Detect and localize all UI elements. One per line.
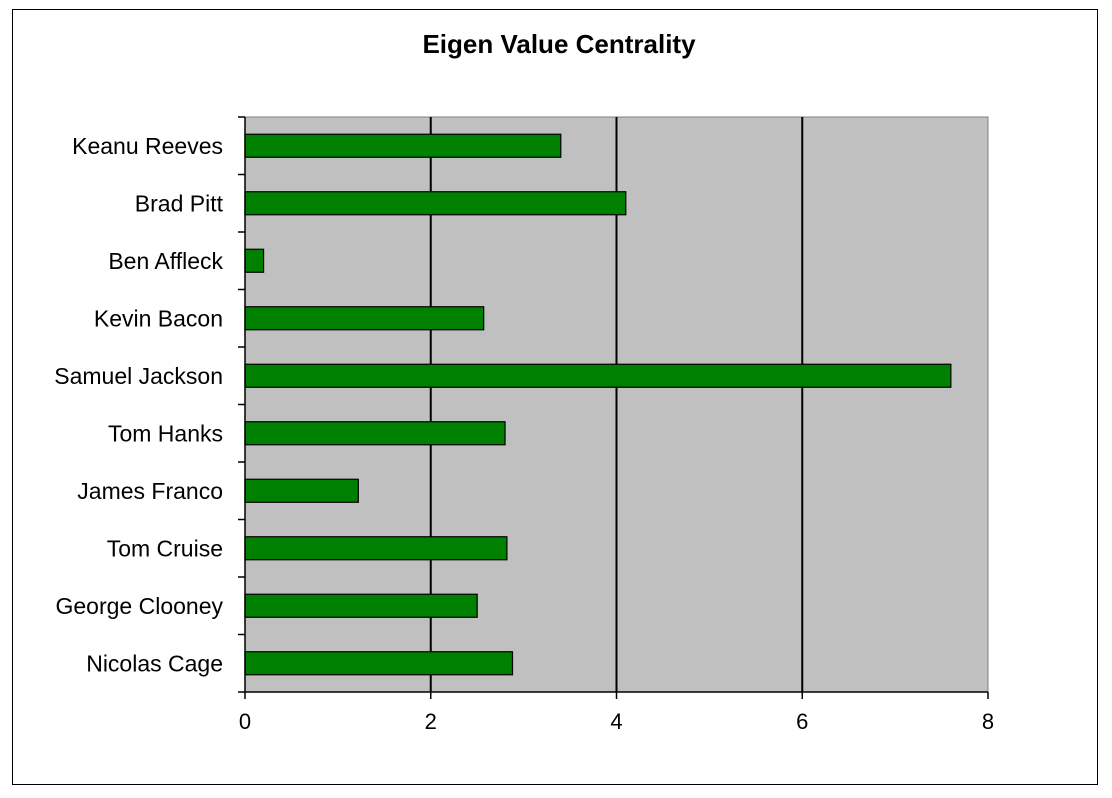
bar-2: [244, 248, 265, 273]
x-tick-label-0: 0: [239, 709, 251, 734]
category-label-9: Nicolas Cage: [86, 650, 223, 676]
bar-3: [244, 306, 485, 331]
x-tick-label-3: 6: [796, 709, 808, 734]
bar-7: [244, 536, 508, 561]
axes: [238, 116, 989, 699]
category-label-4: Samuel Jackson: [54, 363, 223, 389]
category-label-6: James Franco: [77, 478, 223, 504]
category-labels: Keanu Reeves Brad Pitt Ben Affleck Kevin Ba…: [54, 133, 223, 677]
bars: [244, 133, 952, 676]
bar-0: [244, 133, 562, 158]
bar-1: [244, 191, 627, 216]
x-tick-label-1: 2: [425, 709, 437, 734]
x-tick-labels: 0 2 4 6 8: [239, 709, 994, 734]
chart-title: Eigen Value Centrality: [422, 29, 696, 59]
bar-5: [244, 421, 506, 446]
category-label-8: George Clooney: [56, 593, 224, 619]
x-tick-label-2: 4: [610, 709, 622, 734]
bar-8: [244, 593, 478, 618]
bar-9: [244, 651, 514, 676]
category-label-1: Brad Pitt: [135, 190, 224, 216]
category-label-5: Tom Hanks: [108, 420, 223, 446]
bar-6: [244, 478, 359, 503]
category-label-3: Kevin Bacon: [94, 305, 223, 331]
bar-4: [244, 363, 952, 388]
category-label-7: Tom Cruise: [107, 535, 223, 561]
category-label-0: Keanu Reeves: [72, 133, 223, 159]
category-label-2: Ben Affleck: [108, 248, 223, 274]
x-tick-label-4: 8: [982, 709, 994, 734]
